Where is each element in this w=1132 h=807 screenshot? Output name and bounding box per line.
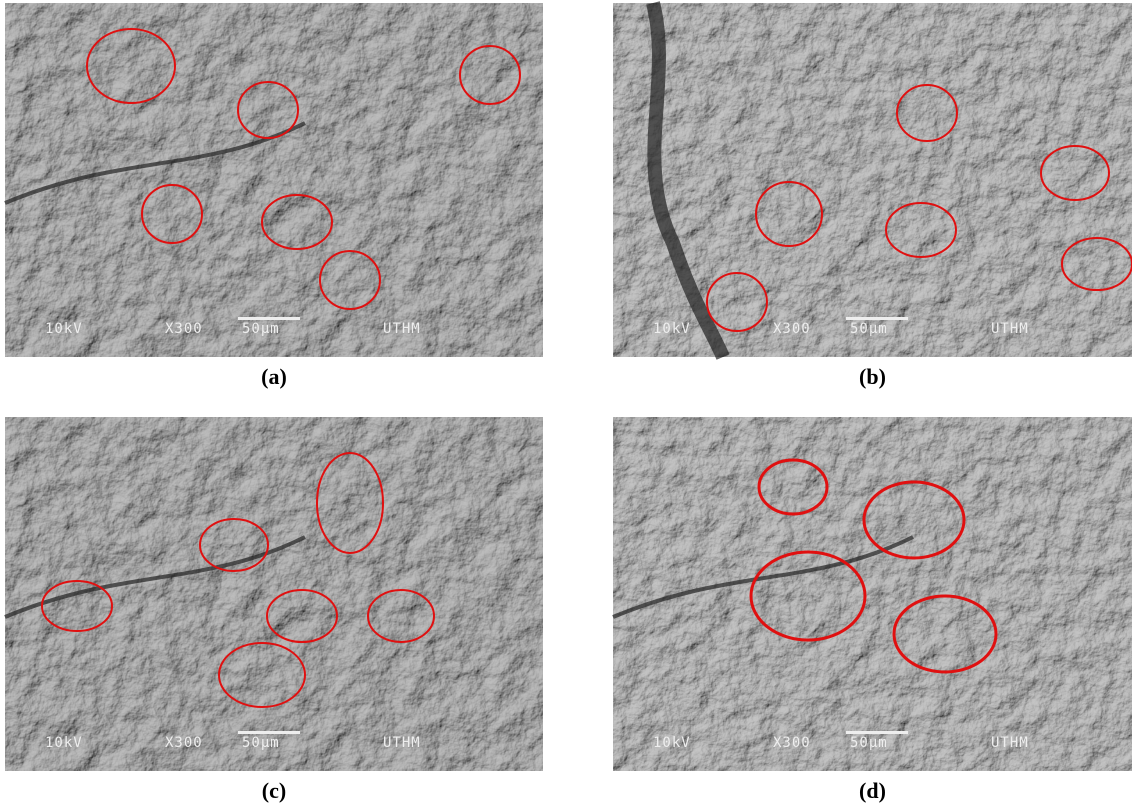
micrograph-texture [5, 3, 543, 357]
magnification-label: X300 [165, 321, 203, 337]
scale-label: 50µm [850, 735, 888, 751]
scale-bar [238, 731, 300, 734]
scale-bar [238, 317, 300, 320]
facility-label: UTHM [383, 735, 421, 751]
panel-caption: (b) [859, 364, 886, 389]
figure-canvas: 10kV X300 50µm UTHM (a) 10kV X300 50µm UTHM (b) 10… [0, 0, 1132, 807]
facility-label: UTHM [991, 735, 1029, 751]
micrograph-panel: 10kV X300 50µm UTHM [5, 3, 543, 357]
scale-label: 50µm [242, 735, 280, 751]
magnification-label: X300 [773, 735, 811, 751]
panel-caption: (a) [261, 364, 287, 389]
micrograph-panel: 10kV X300 50µm UTHM [5, 417, 543, 771]
facility-label: UTHM [383, 321, 421, 337]
scale-bar [846, 317, 908, 320]
micrograph-texture [5, 417, 543, 771]
scale-label: 50µm [242, 321, 280, 337]
micrograph-panel: 10kV X300 50µm UTHM [613, 417, 1132, 771]
magnification-label: X300 [165, 735, 203, 751]
micrograph-texture [613, 417, 1132, 771]
voltage-label: 10kV [653, 735, 691, 751]
figure: 10kV X300 50µm UTHM (a) 10kV X300 50µm UTHM (b) 10… [0, 0, 1132, 807]
micrograph-panel: 10kV X300 50µm UTHM [613, 3, 1132, 357]
voltage-label: 10kV [45, 735, 83, 751]
scale-label: 50µm [850, 321, 888, 337]
voltage-label: 10kV [45, 321, 83, 337]
voltage-label: 10kV [653, 321, 691, 337]
scale-bar [846, 731, 908, 734]
panel-caption: (c) [262, 778, 286, 803]
facility-label: UTHM [991, 321, 1029, 337]
panel-caption: (d) [859, 778, 886, 803]
magnification-label: X300 [773, 321, 811, 337]
